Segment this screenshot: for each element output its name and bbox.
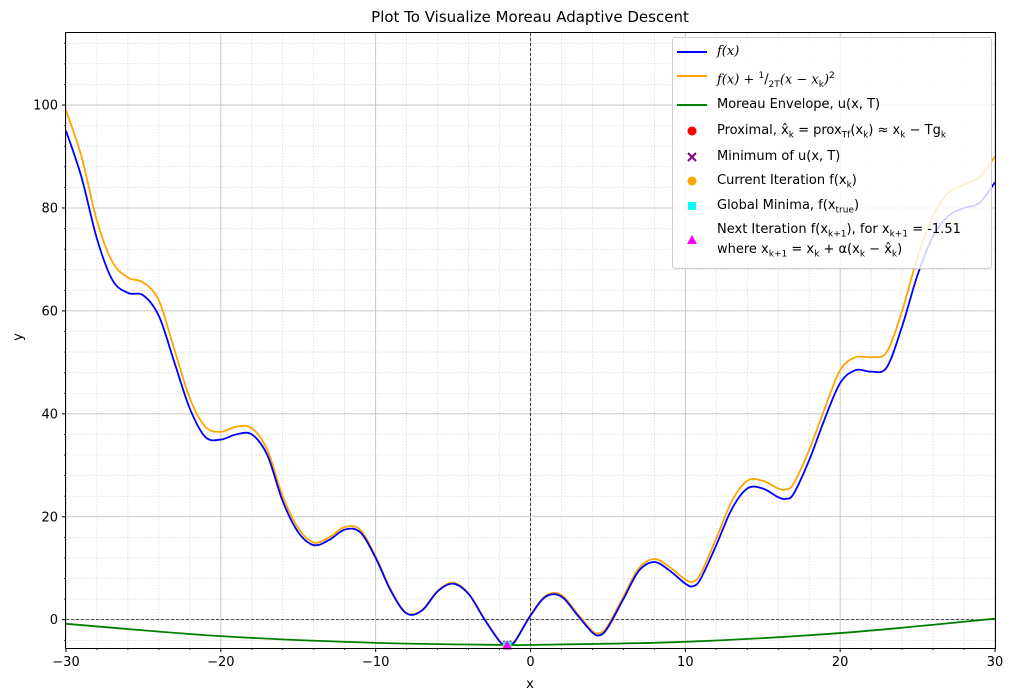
legend-label-global: Global Minima, f(xtrue) [717,198,860,216]
legend-swatch-red-circle [687,126,697,136]
reference-lines [66,33,995,648]
legend-label-proximal: Proximal, x̂k = proxTf(xk) ≈ xk − Tgk [717,123,947,141]
legend-swatch-magenta-triangle [687,235,697,244]
x-tick-label: −30 [52,655,79,670]
y-tick-label: 60 [41,304,58,319]
series-line-0 [66,130,995,647]
x-tick-label: 0 [526,655,534,670]
legend-swatch-orange-line [677,75,707,77]
x-tick-label: −10 [362,655,389,670]
legend: f(x) f(x) + 1/2T(x − xk)2 Moreau Envelop… [672,37,992,269]
legend-label-quadratic: f(x) + 1/2T(x − xk)2 [717,71,835,90]
legend-swatch-orange-circle [687,176,697,186]
legend-label-f: f(x) [717,44,740,59]
series-layer [66,109,995,650]
legend-swatch-cyan-square [688,202,696,210]
legend-label-moreau: Moreau Envelope, u(x, T) [717,97,881,112]
x-axis-label: x [526,677,534,692]
y-tick-label: 0 [50,613,58,628]
x-tick-label: 20 [832,655,849,670]
legend-swatch-purple-x [687,152,697,162]
legend-label-current: Current Iteration f(xk) [717,173,857,191]
legend-swatch-green-line [677,104,707,106]
series-line-2 [66,617,995,647]
y-tick-label: 40 [41,407,58,422]
y-axis-label: y [11,333,26,341]
x-tick-label: −20 [207,655,234,670]
axis-ticks: −30 −20 −10 0 10 20 30 0 20 40 60 80 100 [33,42,1004,670]
x-tick-label: 10 [677,655,694,670]
legend-label-minimum: Minimum of u(x, T) [717,149,841,164]
y-tick-label: 100 [33,99,58,114]
legend-label-next-where: where xk+1 = xk + α(xk − x̂k) [717,242,903,260]
y-tick-label: 20 [41,510,58,525]
x-tick-label: 30 [987,655,1004,670]
series-point-7 [502,640,513,650]
legend-label-next: Next Iteration f(xk+1), for xk+1 = -1.51 [717,222,961,240]
legend-swatch-blue-line [677,51,707,53]
chart-title: Plot To Visualize Moreau Adaptive Descen… [371,8,689,26]
y-tick-label: 80 [41,201,58,216]
